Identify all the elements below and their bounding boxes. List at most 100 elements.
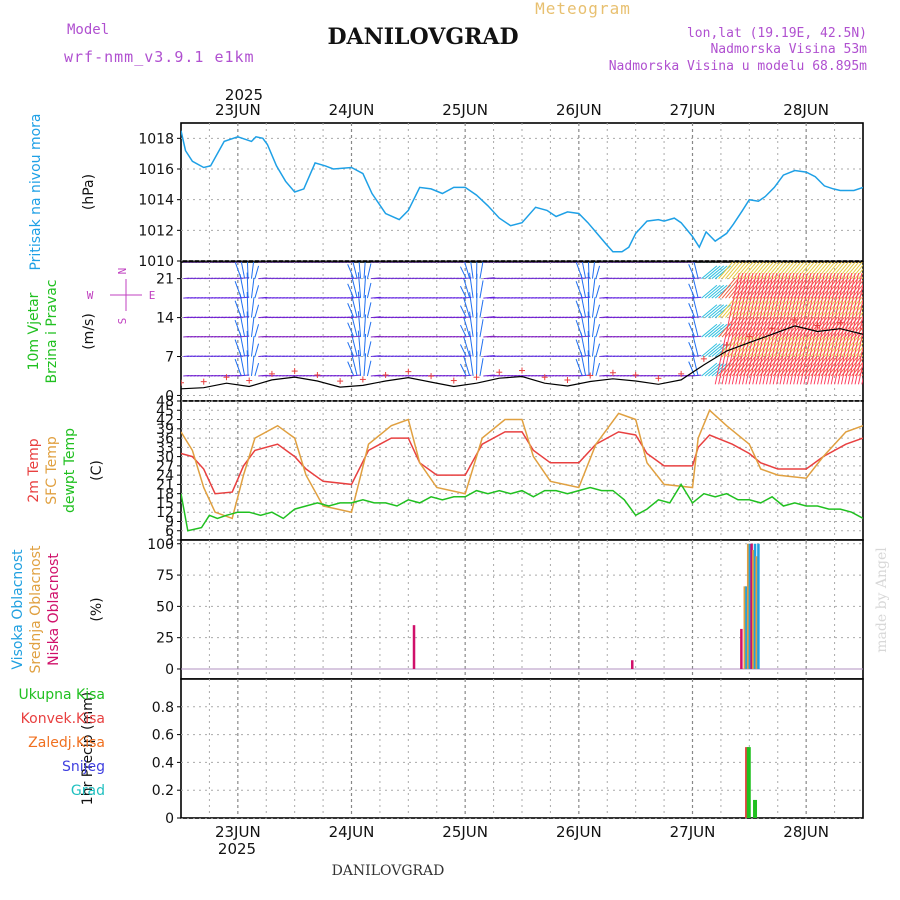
wind-arrow [237, 316, 250, 319]
wind-arrow [851, 329, 863, 385]
day-label-bottom: 27JUN [670, 823, 716, 841]
wind-arrow [708, 304, 725, 318]
wind-arrow [578, 355, 591, 358]
wind-arrow [357, 311, 362, 338]
credit: made by Angel [874, 547, 890, 653]
wind-arrow [861, 376, 863, 385]
product-title: Meteogram [535, 0, 631, 18]
wind-arrow [769, 297, 787, 318]
wind-arrow [803, 297, 821, 318]
wind-arrow [817, 297, 835, 318]
wind-arrow [692, 353, 699, 377]
model-altitude-label: Nadmorska Visina u modelu 68.895m [609, 59, 867, 74]
wind-arrow [701, 343, 718, 357]
wind-arrow [731, 273, 757, 385]
y-tick-label: 48 [156, 394, 174, 410]
y-axis-label: Srednja Oblacnost [28, 545, 44, 673]
wind-arrow [591, 297, 596, 318]
wind-arrow [800, 297, 818, 318]
wind-arrow [786, 277, 804, 299]
wind-arrow [718, 273, 744, 385]
day-label-top: 28JUN [783, 101, 829, 119]
bar [412, 625, 416, 669]
wind-arrow [459, 305, 467, 318]
wind-arrow [759, 277, 777, 299]
model-label: Model [67, 22, 109, 38]
wind-arrow [731, 297, 750, 318]
wind-arrow [813, 297, 832, 318]
wind-arrow [738, 297, 757, 318]
y-tick-label: 39 [156, 422, 174, 438]
wind-arrow [234, 300, 242, 318]
wind-arrow [347, 283, 355, 299]
wind-arrow [748, 273, 774, 385]
wind-arrow [714, 273, 740, 385]
wind-arrow [766, 277, 784, 299]
y-axis-unit: (m/s) [81, 313, 97, 350]
wind-arrow [237, 355, 250, 358]
day-label-top: 24JUN [329, 101, 375, 119]
y-tick-label: 24 [156, 468, 174, 484]
wind-arrow [786, 297, 804, 318]
wind-arrow [830, 277, 849, 299]
wind-arrow [366, 302, 372, 318]
y-tick-label: 14 [156, 311, 174, 327]
wind-arrow [591, 355, 596, 377]
wind-arrow [745, 297, 764, 318]
wind-arrow [765, 273, 791, 385]
wind-arrow [837, 297, 856, 318]
wind-arrow [463, 317, 471, 338]
panel-pressure: 1010 1012 1014 1016 1018 Pritisak na nivou mo… [28, 113, 864, 271]
wind-arrow [779, 297, 798, 318]
wind-arrow [861, 334, 863, 338]
day-label-top: 26JUN [556, 101, 602, 119]
wind-arrow [789, 297, 808, 318]
y-axis-label: 10m Vjetar [26, 292, 42, 370]
y-axis-label: Pritisak na nivou mora [28, 113, 44, 270]
y-tick-label: 0 [165, 811, 174, 827]
wind-arrow [464, 262, 471, 279]
y-tick-label: 7 [165, 350, 174, 366]
wind-arrow [793, 297, 811, 318]
wind-arrow [735, 277, 753, 299]
y-tick-label: 33 [156, 440, 174, 456]
wind-arrow [806, 273, 832, 385]
wind-arrow [254, 343, 260, 357]
wind-arrow [704, 284, 721, 299]
wind-arrow [357, 350, 362, 377]
wind-arrow [799, 273, 825, 385]
wind-arrow [762, 277, 781, 299]
wind-arrow [728, 277, 746, 299]
y-tick-label: 0.4 [152, 755, 174, 771]
y-tick-label: 21 [156, 477, 174, 493]
wind-arrow [810, 277, 828, 299]
wind-arrow [250, 262, 255, 279]
wind-arrow [352, 262, 358, 279]
wind-arrow [779, 273, 805, 385]
bar [757, 543, 760, 669]
panel-frame [180, 122, 864, 262]
bar [740, 628, 743, 669]
wind-arrow [358, 262, 362, 279]
y-axis-unit: (hPa) [81, 174, 97, 210]
wind-arrow [691, 335, 702, 338]
wind-arrow [711, 284, 728, 299]
wind-arrow [575, 300, 583, 318]
wind-arrow [578, 316, 591, 319]
wind-arrow [587, 350, 590, 376]
wind-arrow [820, 277, 839, 299]
wind-arrow [748, 277, 767, 299]
wind-arrow [250, 355, 255, 377]
wind-arrow [834, 273, 860, 385]
wind-arrow [578, 296, 591, 299]
wind-arrow [595, 285, 601, 299]
wind-arrow [366, 341, 372, 357]
wind-arrow [701, 304, 718, 318]
wind-arrow [708, 284, 725, 299]
y-tick-label: 1012 [138, 223, 174, 239]
wind-arrow [479, 262, 484, 279]
wind-arrow [237, 335, 250, 338]
wind-arrow [772, 277, 791, 299]
wind-arrow [721, 297, 740, 318]
wind-arrow [581, 262, 587, 279]
